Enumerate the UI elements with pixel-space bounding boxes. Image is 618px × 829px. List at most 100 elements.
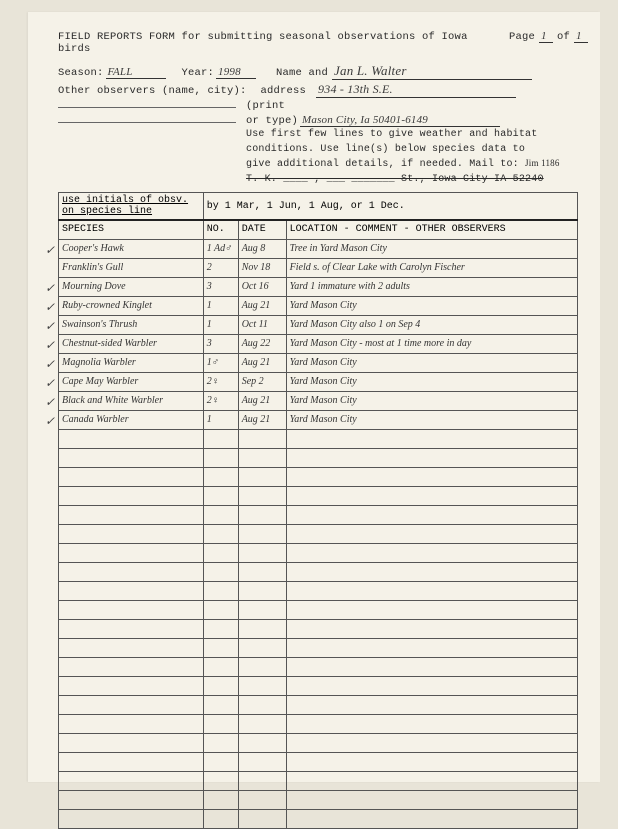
- species-cell: ✓Canada Warbler: [59, 410, 204, 429]
- other-observers-line: [58, 107, 236, 108]
- table-row: ✓Cape May Warbler2♀Sep 2Yard Mason City: [59, 372, 578, 391]
- page-total: 1: [574, 30, 588, 43]
- subheader-left: use initials of obsv. on species line: [59, 193, 204, 221]
- checkmark-icon: ✓: [45, 338, 55, 353]
- table-row-empty: [59, 752, 578, 771]
- checkmark-icon: ✓: [45, 281, 55, 296]
- location-cell: Yard Mason City: [286, 391, 577, 410]
- table-row-empty: [59, 581, 578, 600]
- species-cell: ✓Cape May Warbler: [59, 372, 204, 391]
- table-row-empty: [59, 657, 578, 676]
- year-value: 1998: [216, 66, 256, 79]
- table-row: ✓Black and White Warbler2♀Aug 21Yard Mas…: [59, 391, 578, 410]
- date-cell: Aug 8: [238, 239, 286, 258]
- table-row: ✓Swainson's Thrush1Oct 11Yard Mason City…: [59, 315, 578, 334]
- location-cell: Yard Mason City: [286, 410, 577, 429]
- checkmark-icon: ✓: [45, 395, 55, 410]
- species-cell: ✓Magnolia Warbler: [59, 353, 204, 372]
- name-value: Jan L. Walter: [332, 63, 532, 80]
- page-current: 1: [539, 30, 553, 43]
- species-cell: Franklin's Gull: [59, 258, 204, 277]
- other-observers-label: Other observers (name, city):: [58, 85, 247, 97]
- no-cell: 3: [203, 277, 238, 296]
- date-cell: Aug 21: [238, 391, 286, 410]
- form-title-line: FIELD REPORTS FORM for submitting season…: [58, 30, 588, 55]
- table-row: ✓Magnolia Warbler1♂Aug 21Yard Mason City: [59, 353, 578, 372]
- mailto-handwritten: Jim 1186: [525, 158, 560, 168]
- subheader-right: by 1 Mar, 1 Jun, 1 Aug, or 1 Dec.: [203, 193, 577, 221]
- no-cell: 1: [203, 296, 238, 315]
- table-row-empty: [59, 638, 578, 657]
- no-cell: 2♀: [203, 391, 238, 410]
- address-line-1: 934 - 13th S.E.: [316, 82, 516, 98]
- table-row: ✓Cooper's Hawk1 Ad♂Aug 8Tree in Yard Mas…: [59, 239, 578, 258]
- species-cell: ✓Black and White Warbler: [59, 391, 204, 410]
- table-row-empty: [59, 809, 578, 828]
- location-cell: Yard Mason City also 1 on Sep 4: [286, 315, 577, 334]
- location-cell: Yard Mason City: [286, 372, 577, 391]
- date-cell: Aug 21: [238, 410, 286, 429]
- date-cell: Aug 21: [238, 353, 286, 372]
- species-cell: ✓Ruby-crowned Kinglet: [59, 296, 204, 315]
- mailto-struck: T. K. ____ , ___ _______ St., Iowa City …: [246, 174, 588, 187]
- page-of: of: [557, 31, 570, 43]
- checkmark-icon: ✓: [45, 319, 55, 334]
- checkmark-icon: ✓: [45, 357, 55, 372]
- date-cell: Nov 18: [238, 258, 286, 277]
- species-cell: ✓Swainson's Thrush: [59, 315, 204, 334]
- instructions-2: conditions. Use line(s) below species da…: [246, 144, 588, 157]
- no-cell: 2♀: [203, 372, 238, 391]
- table-header-row-1: use initials of obsv. on species line by…: [59, 193, 578, 221]
- table-row-empty: [59, 714, 578, 733]
- date-cell: Oct 11: [238, 315, 286, 334]
- table-row-empty: [59, 733, 578, 752]
- no-cell: 2: [203, 258, 238, 277]
- other-observers-line-2: [58, 122, 236, 123]
- table-row-empty: [59, 543, 578, 562]
- address-line-2: Mason City, Ia 50401-6149: [300, 114, 500, 127]
- checkmark-icon: ✓: [45, 300, 55, 315]
- location-cell: Tree in Yard Mason City: [286, 239, 577, 258]
- table-row-empty: [59, 619, 578, 638]
- col-location: LOCATION - COMMENT - OTHER OBSERVERS: [286, 220, 577, 239]
- table-row-empty: [59, 467, 578, 486]
- location-cell: Field s. of Clear Lake with Carolyn Fisc…: [286, 258, 577, 277]
- checkmark-icon: ✓: [45, 376, 55, 391]
- table-row-empty: [59, 695, 578, 714]
- date-cell: Oct 16: [238, 277, 286, 296]
- date-cell: Aug 21: [238, 296, 286, 315]
- location-cell: Yard Mason City: [286, 353, 577, 372]
- table-row-empty: [59, 448, 578, 467]
- page-label: Page: [509, 31, 535, 43]
- table-row-empty: [59, 771, 578, 790]
- species-cell: ✓Chestnut-sided Warbler: [59, 334, 204, 353]
- table-row: ✓Chestnut-sided Warbler3Aug 22Yard Mason…: [59, 334, 578, 353]
- no-cell: 1 Ad♂: [203, 239, 238, 258]
- address-label-3: or type): [246, 115, 298, 127]
- table-row-empty: [59, 505, 578, 524]
- table-row-empty: [59, 676, 578, 695]
- instructions-3: give additional details, if needed. Mail…: [246, 158, 588, 172]
- col-species: SPECIES: [59, 220, 204, 239]
- checkmark-icon: ✓: [45, 414, 55, 429]
- col-date: DATE: [238, 220, 286, 239]
- date-cell: Aug 22: [238, 334, 286, 353]
- form-title: FIELD REPORTS FORM for submitting season…: [58, 31, 495, 55]
- address-label-2: (print: [246, 100, 285, 112]
- table-row: ✓Mourning Dove3Oct 16Yard 1 immature wit…: [59, 277, 578, 296]
- no-cell: 1: [203, 315, 238, 334]
- season-label: Season:: [58, 67, 104, 79]
- table-row-empty: [59, 600, 578, 619]
- table-row: ✓Canada Warbler1Aug 21Yard Mason City: [59, 410, 578, 429]
- no-cell: 1♂: [203, 353, 238, 372]
- date-cell: Sep 2: [238, 372, 286, 391]
- table-row-empty: [59, 524, 578, 543]
- table-header-row-2: SPECIES NO. DATE LOCATION - COMMENT - OT…: [59, 220, 578, 239]
- col-no: NO.: [203, 220, 238, 239]
- address-label-1: address: [261, 85, 307, 97]
- species-cell: ✓Cooper's Hawk: [59, 239, 204, 258]
- species-cell: ✓Mourning Dove: [59, 277, 204, 296]
- table-row: ✓Ruby-crowned Kinglet1Aug 21Yard Mason C…: [59, 296, 578, 315]
- location-cell: Yard Mason City: [286, 296, 577, 315]
- name-label: Name and: [276, 67, 328, 79]
